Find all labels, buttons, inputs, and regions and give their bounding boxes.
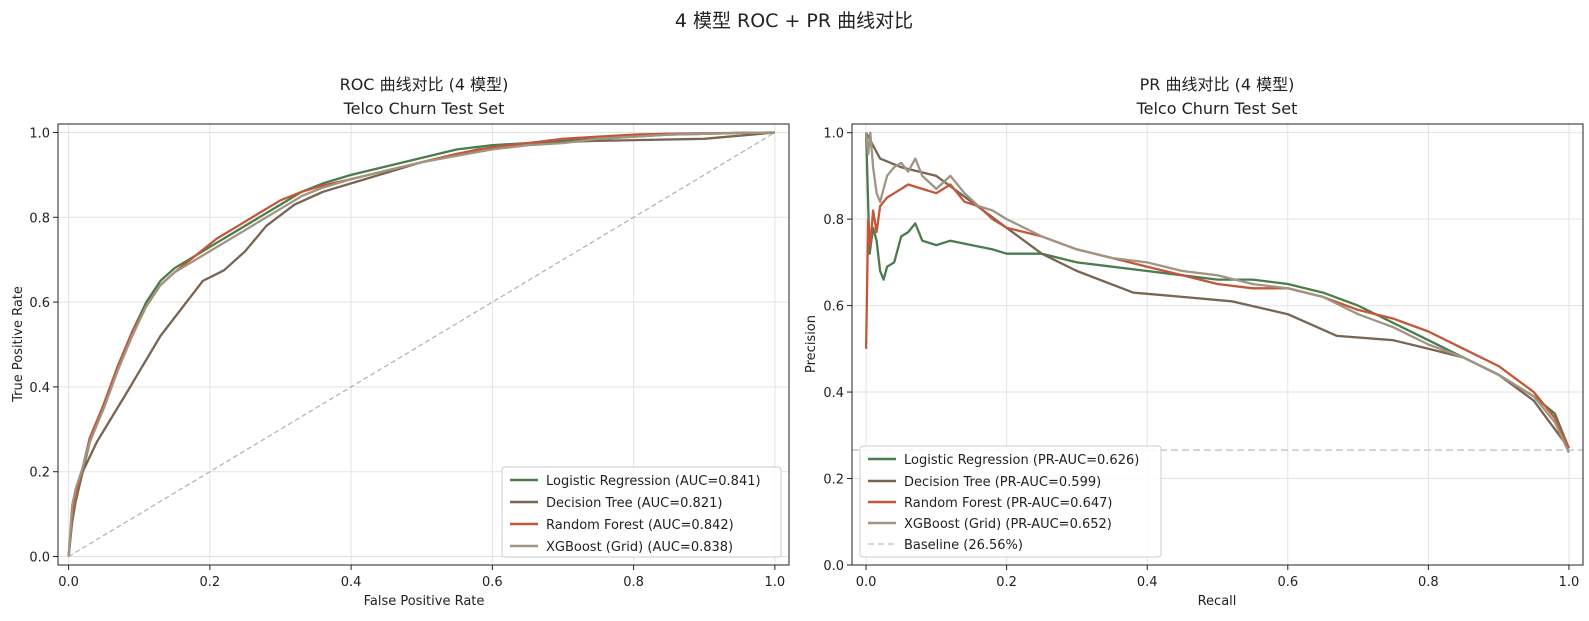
roc-legend-label-rf: Random Forest (AUC=0.842) <box>546 518 734 533</box>
pr-x-tick-label: 0.6 <box>1277 575 1298 590</box>
pr-y-axis-label: Precision <box>804 315 819 373</box>
pr-curve-xgb <box>864 131 1570 454</box>
pr-curve-rf <box>864 183 1570 449</box>
roc-y-tick-label: 0.8 <box>29 211 50 226</box>
roc-curve-xgb <box>67 131 775 557</box>
roc-y-tick-label: 0.0 <box>29 551 50 566</box>
roc-title: ROC 曲线对比 (4 模型) <box>340 75 509 94</box>
roc-grid <box>58 124 789 565</box>
roc-diagonal-reference-line <box>68 131 776 558</box>
pr-legend-label-baseline: Baseline (26.56%) <box>904 538 1023 553</box>
pr-panel: PR 曲线对比 (4 模型) Telco Churn Test Set 0.0 0… <box>804 75 1584 609</box>
pr-x-tick-label: 0.8 <box>1418 575 1439 590</box>
roc-legend: Logistic Regression (AUC=0.841) Decision… <box>501 466 782 558</box>
roc-x-tick-label: 0.8 <box>623 575 644 590</box>
pr-legend: Logistic Regression (PR-AUC=0.626) Decis… <box>859 445 1162 558</box>
pr-x-tick-label: 1.0 <box>1559 575 1580 590</box>
roc-legend-label-dt: Decision Tree (AUC=0.821) <box>546 496 722 511</box>
roc-legend-label-xgb: XGBoost (Grid) (AUC=0.838) <box>546 540 733 555</box>
roc-curve-rf <box>67 131 775 557</box>
pr-plot-frame <box>851 123 1584 566</box>
roc-legend-label-lr: Logistic Regression (AUC=0.841) <box>546 474 761 489</box>
pr-legend-label-lr: Logistic Regression (PR-AUC=0.626) <box>904 453 1139 468</box>
pr-y-tick-label: 0.2 <box>823 473 844 488</box>
roc-x-tick-label: 0.6 <box>482 575 503 590</box>
roc-x-ticks: 0.0 0.2 0.4 0.6 0.8 1.0 <box>58 565 785 590</box>
roc-y-tick-label: 0.4 <box>29 381 50 396</box>
pr-series-lines <box>864 131 1570 454</box>
roc-legend-box <box>501 466 782 558</box>
pr-title: PR 曲线对比 (4 模型) <box>1140 75 1295 94</box>
pr-y-tick-label: 0.0 <box>823 559 844 574</box>
roc-x-tick-label: 0.2 <box>200 575 221 590</box>
pr-legend-label-xgb: XGBoost (Grid) (PR-AUC=0.652) <box>904 517 1112 532</box>
pr-legend-box <box>859 445 1162 558</box>
pr-y-tick-label: 0.6 <box>823 300 844 315</box>
roc-y-tick-label: 1.0 <box>29 126 50 141</box>
pr-x-axis-label: Recall <box>1198 594 1237 609</box>
roc-plot-frame <box>57 123 790 566</box>
pr-x-tick-label: 0.4 <box>1137 575 1158 590</box>
roc-panel: ROC 曲线对比 (4 模型) Telco Churn Test Set 0.0… <box>11 75 790 609</box>
roc-y-ticks: 0.0 0.2 0.4 0.6 0.8 1.0 <box>29 126 58 566</box>
roc-subtitle: Telco Churn Test Set <box>343 99 505 118</box>
roc-x-tick-label: 1.0 <box>765 575 786 590</box>
pr-y-tick-label: 1.0 <box>823 127 844 142</box>
roc-x-axis-label: False Positive Rate <box>364 594 485 609</box>
roc-series-lines <box>67 131 776 557</box>
roc-y-tick-label: 0.6 <box>29 296 50 311</box>
pr-legend-label-rf: Random Forest (PR-AUC=0.647) <box>904 496 1112 511</box>
pr-y-tick-label: 0.4 <box>823 386 844 401</box>
pr-y-tick-label: 0.8 <box>823 213 844 228</box>
pr-curve-dt <box>865 132 1570 449</box>
roc-x-tick-label: 0.4 <box>341 575 362 590</box>
roc-x-tick-label: 0.0 <box>58 575 79 590</box>
pr-subtitle: Telco Churn Test Set <box>1136 99 1298 118</box>
pr-y-ticks: 0.0 0.2 0.4 0.6 0.8 1.0 <box>823 127 852 574</box>
figure-suptitle: 4 模型 ROC + PR 曲线对比 <box>675 10 913 32</box>
roc-y-tick-label: 0.2 <box>29 466 50 481</box>
pr-x-tick-label: 0.0 <box>856 575 877 590</box>
pr-x-tick-label: 0.2 <box>996 575 1017 590</box>
pr-legend-label-dt: Decision Tree (PR-AUC=0.599) <box>904 475 1101 490</box>
roc-y-axis-label: True Positive Rate <box>11 286 26 403</box>
pr-curve-lr <box>864 132 1570 449</box>
pr-x-ticks: 0.0 0.2 0.4 0.6 0.8 1.0 <box>856 565 1580 590</box>
